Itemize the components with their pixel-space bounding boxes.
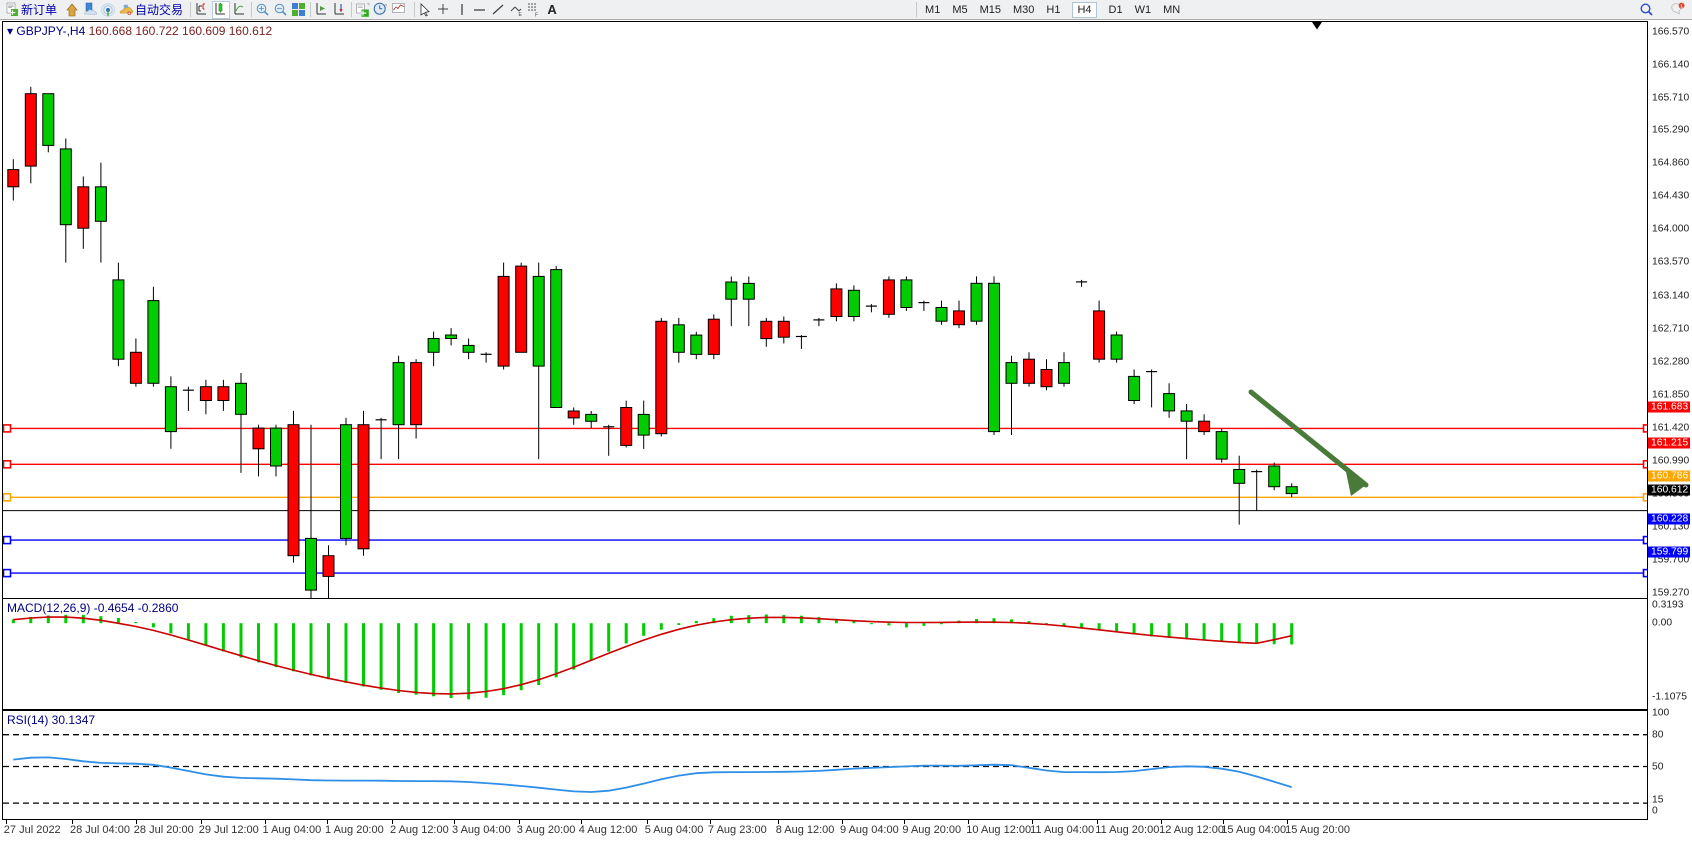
svg-text:1: 1 bbox=[1680, 3, 1683, 9]
svg-text:F: F bbox=[535, 12, 538, 18]
svg-text:E: E bbox=[519, 12, 523, 18]
